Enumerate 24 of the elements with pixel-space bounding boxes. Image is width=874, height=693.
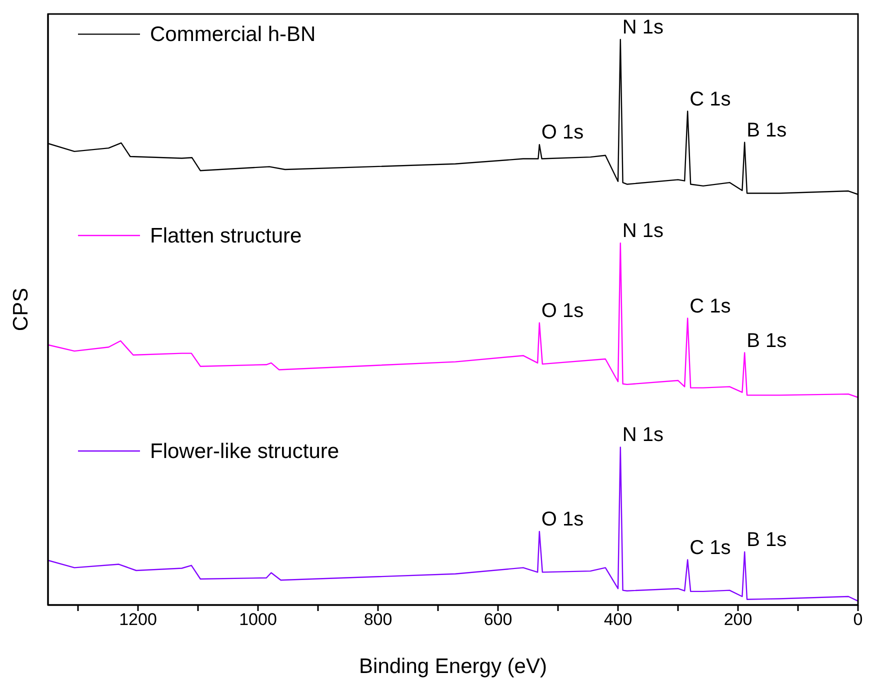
annotation: B 1s	[746, 330, 787, 352]
legend-label: Commercial h-BN	[150, 23, 316, 46]
annotation: C 1s	[690, 88, 731, 110]
annotation: O 1s	[541, 122, 584, 144]
y-axis-title: CPS	[9, 288, 32, 332]
annotation: B 1s	[746, 119, 787, 142]
x-axis-title: Binding Energy (eV)	[359, 655, 547, 678]
x-tick-label: 600	[484, 610, 512, 630]
annotation: N 1s	[622, 424, 664, 446]
x-tick-label: 0	[853, 610, 863, 630]
legend-label: Flatten structure	[150, 224, 302, 248]
legend-label: Flower-like structure	[150, 440, 340, 463]
x-tick-label: 1200	[119, 610, 157, 630]
annotation: N 1s	[622, 220, 664, 242]
annotation: C 1s	[690, 536, 731, 559]
x-tick-label: 200	[724, 610, 752, 630]
annotation: O 1s	[541, 508, 584, 530]
annotation: O 1s	[541, 300, 584, 322]
x-tick-label: 1000	[239, 610, 277, 630]
annotation: N 1s	[622, 16, 664, 38]
x-tick-label: 400	[604, 610, 632, 630]
annotation: C 1s	[690, 295, 731, 318]
annotation: B 1s	[746, 528, 787, 551]
x-tick-label: 800	[364, 610, 392, 630]
